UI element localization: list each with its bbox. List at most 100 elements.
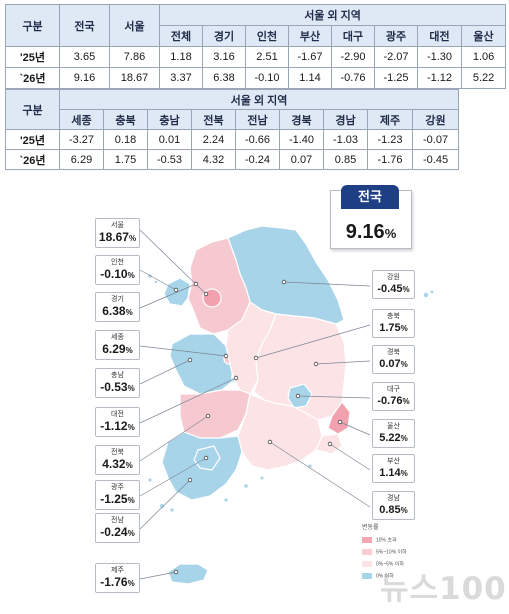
header-region: 전남	[235, 109, 280, 130]
table-cell: -3.27	[59, 129, 104, 150]
header-region: 인천	[245, 25, 289, 47]
callout-name: 광주	[111, 484, 124, 491]
callout-chungbuk: 충북 1.75%	[372, 309, 415, 338]
callout-value: -0.53%	[100, 380, 135, 394]
table-cell: -1.40	[279, 129, 324, 150]
header-region: 경기	[202, 25, 246, 47]
table-cell: -0.24	[235, 149, 280, 170]
header-region: 광주	[374, 25, 418, 47]
callout-name: 경남	[387, 495, 400, 502]
legend-item: 5%~10% 이하	[362, 549, 442, 558]
callout-name: 강원	[387, 274, 400, 281]
callout-jeju: 제주 -1.76%	[95, 563, 140, 593]
table-cell: 1.75	[103, 149, 148, 170]
callout-sejong: 세종 6.29%	[95, 330, 140, 360]
table-row: `26년 9.16 18.67 3.37 6.38 -0.10 1.14 -0.…	[5, 67, 507, 89]
callout-value: 5.22%	[379, 432, 408, 444]
table-cell: -0.66	[235, 129, 280, 150]
row-label: '25년	[5, 129, 60, 150]
header-region: 충북	[103, 109, 148, 130]
callout-name: 충북	[387, 313, 400, 320]
header-region: 전북	[191, 109, 236, 130]
cell-national: 3.65	[59, 46, 110, 68]
header-gubun: 구분	[5, 89, 60, 130]
national-summary-box: 전국 9.16%	[330, 185, 412, 249]
row-label: `26년	[5, 149, 60, 170]
table-cell: -0.76	[331, 67, 375, 89]
callout-name: 제주	[111, 567, 124, 574]
callout-value: -0.10%	[100, 267, 135, 281]
table-cell: 2.24	[191, 129, 236, 150]
cell-seoul: 18.67	[109, 67, 160, 89]
callout-name: 대전	[111, 411, 124, 418]
table-cell: -1.12	[417, 67, 462, 89]
callout-gyeongnam: 경남 0.85%	[372, 491, 415, 520]
callout-name: 경북	[387, 349, 400, 356]
callout-name: 세종	[111, 334, 124, 341]
table-cell: 6.38	[202, 67, 246, 89]
header-region: 울산	[460, 25, 507, 47]
table-cell: 2.51	[245, 46, 289, 68]
callout-value: 4.32%	[102, 457, 133, 471]
header-region: 경북	[279, 109, 324, 130]
row-label: `26년	[5, 67, 60, 89]
header-region: 부산	[288, 25, 332, 47]
callout-gyeonggi: 경기 6.38%	[95, 292, 140, 322]
legend-item: 0%~5% 이하	[362, 561, 442, 570]
table-cell: 0.01	[147, 129, 192, 150]
region-jeonbuk	[179, 389, 251, 439]
table-cell: 3.37	[159, 67, 203, 89]
header-outside-seoul: 서울 외 지역	[158, 4, 507, 26]
table-cell: 0.18	[103, 129, 148, 150]
callout-value: -1.25%	[100, 492, 135, 506]
table-cell: 6.29	[59, 149, 104, 170]
callout-name: 전북	[111, 449, 124, 456]
callout-name: 충남	[111, 372, 124, 379]
table-cell: -2.90	[331, 46, 375, 68]
legend-item: 10% 초과	[362, 537, 442, 546]
callout-name: 부산	[387, 458, 400, 465]
callout-name: 전남	[111, 517, 124, 524]
region-ulsan	[327, 401, 351, 435]
table-cell: -0.07	[411, 129, 460, 150]
table-cell: 4.32	[191, 149, 236, 170]
table-cell: -2.07	[374, 46, 418, 68]
table-cell: 1.06	[460, 46, 507, 68]
korea-map	[139, 225, 434, 585]
callout-jeonnam: 전남 -0.24%	[95, 513, 140, 543]
header-region: 강원	[411, 109, 460, 130]
table-cell: 0.85	[323, 149, 368, 170]
table-cell: 1.14	[288, 67, 332, 89]
legend-item: 0% 이하	[362, 573, 442, 582]
header-region: 대구	[331, 25, 375, 47]
callout-value: -0.24%	[100, 525, 135, 539]
header-outside-seoul: 서울 외 지역	[58, 89, 460, 110]
callout-value: 0.07%	[379, 358, 408, 370]
callout-name: 인천	[111, 259, 124, 266]
callout-jeonbuk: 전북 4.32%	[95, 445, 140, 475]
cell-seoul: 7.86	[109, 46, 160, 68]
table-row: '25년 -3.27 0.18 0.01 2.24 -0.66 -1.40 -1…	[5, 129, 460, 150]
callout-name: 대구	[387, 386, 400, 393]
table-cell: -1.76	[367, 149, 413, 170]
callout-value: 1.14%	[379, 467, 408, 479]
regional-change-table-2: 구분 서울 외 지역 세종 충북 충남 전북 전남 경북 경남 제주 강원 '2…	[5, 89, 460, 170]
callout-name: 서울	[111, 222, 124, 229]
callout-gwangju: 광주 -1.25%	[95, 480, 140, 510]
header-region: 경남	[323, 109, 368, 130]
regional-change-table-1: 구분 전국 서울 서울 외 지역 전체 경기 인천 부산 대구 광주 대전 울산…	[5, 4, 507, 89]
table-cell: 0.07	[279, 149, 324, 170]
table-cell: 3.16	[202, 46, 246, 68]
table-cell: 5.22	[460, 67, 507, 89]
watermark-logo: 뉴스100	[380, 571, 507, 607]
callout-gyeongbuk: 경북 0.07%	[372, 345, 415, 374]
header-region: 전체	[159, 25, 203, 47]
callout-daegu: 대구 -0.76%	[372, 382, 415, 411]
table-cell: -1.03	[323, 129, 368, 150]
callout-gangwon: 강원 -0.45%	[372, 270, 415, 299]
callout-seoul: 서울 18.67%	[95, 218, 140, 248]
callout-busan: 부산 1.14%	[372, 454, 415, 483]
table-cell: -1.30	[417, 46, 462, 68]
callout-name: 경기	[111, 296, 124, 303]
header-region: 세종	[59, 109, 104, 130]
